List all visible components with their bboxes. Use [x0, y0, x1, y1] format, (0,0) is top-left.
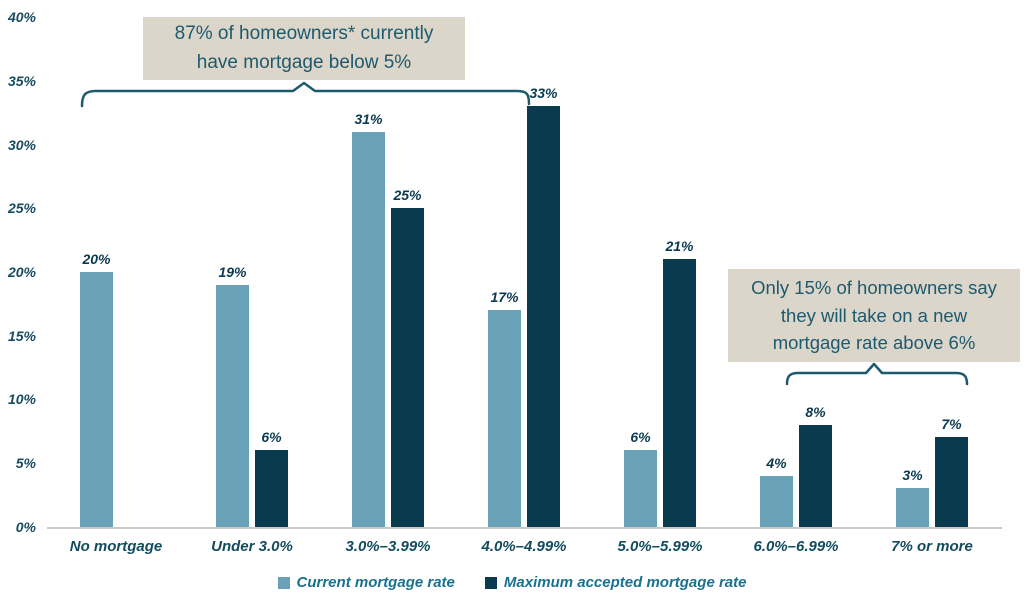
- legend-item-maximum: Maximum accepted mortgage rate: [484, 574, 747, 591]
- bar-current-2: [352, 131, 385, 527]
- x-category-label: 3.0%–3.99%: [345, 538, 431, 555]
- bar-value-label: 6%: [261, 429, 282, 446]
- bar-maximum-1: [255, 450, 288, 527]
- x-category-label: 7% or more: [891, 538, 973, 555]
- bar-value-label: 4%: [766, 454, 787, 471]
- bar-current-0: [80, 271, 113, 527]
- bar-current-6: [896, 488, 929, 527]
- x-category-label: No mortgage: [69, 538, 163, 555]
- bracket-below-5pct: [80, 81, 531, 108]
- bar-value-label: 17%: [490, 289, 519, 306]
- bar-current-5: [760, 475, 793, 527]
- bar-maximum-2: [391, 208, 424, 527]
- bar-value-label: 19%: [218, 263, 247, 280]
- bar-current-1: [216, 284, 249, 527]
- bar-maximum-6: [935, 437, 968, 527]
- bar-current-3: [488, 310, 521, 527]
- y-tick-label: 0%: [15, 518, 36, 535]
- legend: Current mortgage rate Maximum accepted m…: [0, 573, 1024, 593]
- bar-value-label: 7%: [941, 416, 962, 433]
- annotation-homeowners-above-6: Only 15% of homeowners say they will tak…: [728, 269, 1020, 362]
- y-tick-label: 5%: [15, 454, 36, 471]
- bar-value-label: 6%: [630, 429, 651, 446]
- legend-swatch-current: [277, 577, 290, 589]
- x-category-label: Under 3.0%: [211, 538, 293, 555]
- y-tick-label: 20%: [7, 263, 36, 280]
- y-tick-label: 35%: [7, 72, 36, 89]
- x-category-label: 6.0%–6.99%: [753, 538, 839, 555]
- bar-maximum-4: [663, 259, 696, 527]
- legend-item-current: Current mortgage rate: [277, 574, 455, 591]
- bar-current-4: [624, 450, 657, 527]
- bar-value-label: 3%: [902, 467, 923, 484]
- bar-value-label: 21%: [665, 238, 694, 255]
- bar-value-label: 31%: [354, 110, 383, 127]
- bar-maximum-5: [799, 424, 832, 527]
- bar-value-label: 25%: [393, 187, 422, 204]
- x-category-label: 5.0%–5.99%: [617, 538, 703, 555]
- y-tick-label: 40%: [7, 9, 36, 26]
- bracket-above-6pct: [785, 362, 969, 386]
- legend-swatch-maximum: [484, 577, 497, 589]
- bar-value-label: 8%: [805, 403, 826, 420]
- x-category-label: 4.0%–4.99%: [481, 538, 567, 555]
- annotation-homeowners-below-5: 87% of homeowners* currently have mortga…: [143, 17, 465, 80]
- bar-value-label: 33%: [529, 85, 558, 102]
- bar-maximum-3: [527, 106, 560, 527]
- y-tick-label: 25%: [7, 200, 36, 217]
- legend-label-current: Current mortgage rate: [296, 574, 455, 591]
- y-tick-label: 15%: [7, 327, 36, 344]
- y-tick-label: 10%: [7, 391, 36, 408]
- legend-label-maximum: Maximum accepted mortgage rate: [503, 574, 747, 591]
- y-tick-label: 30%: [7, 136, 36, 153]
- bar-value-label: 20%: [82, 250, 111, 267]
- x-axis-line: [47, 527, 1002, 529]
